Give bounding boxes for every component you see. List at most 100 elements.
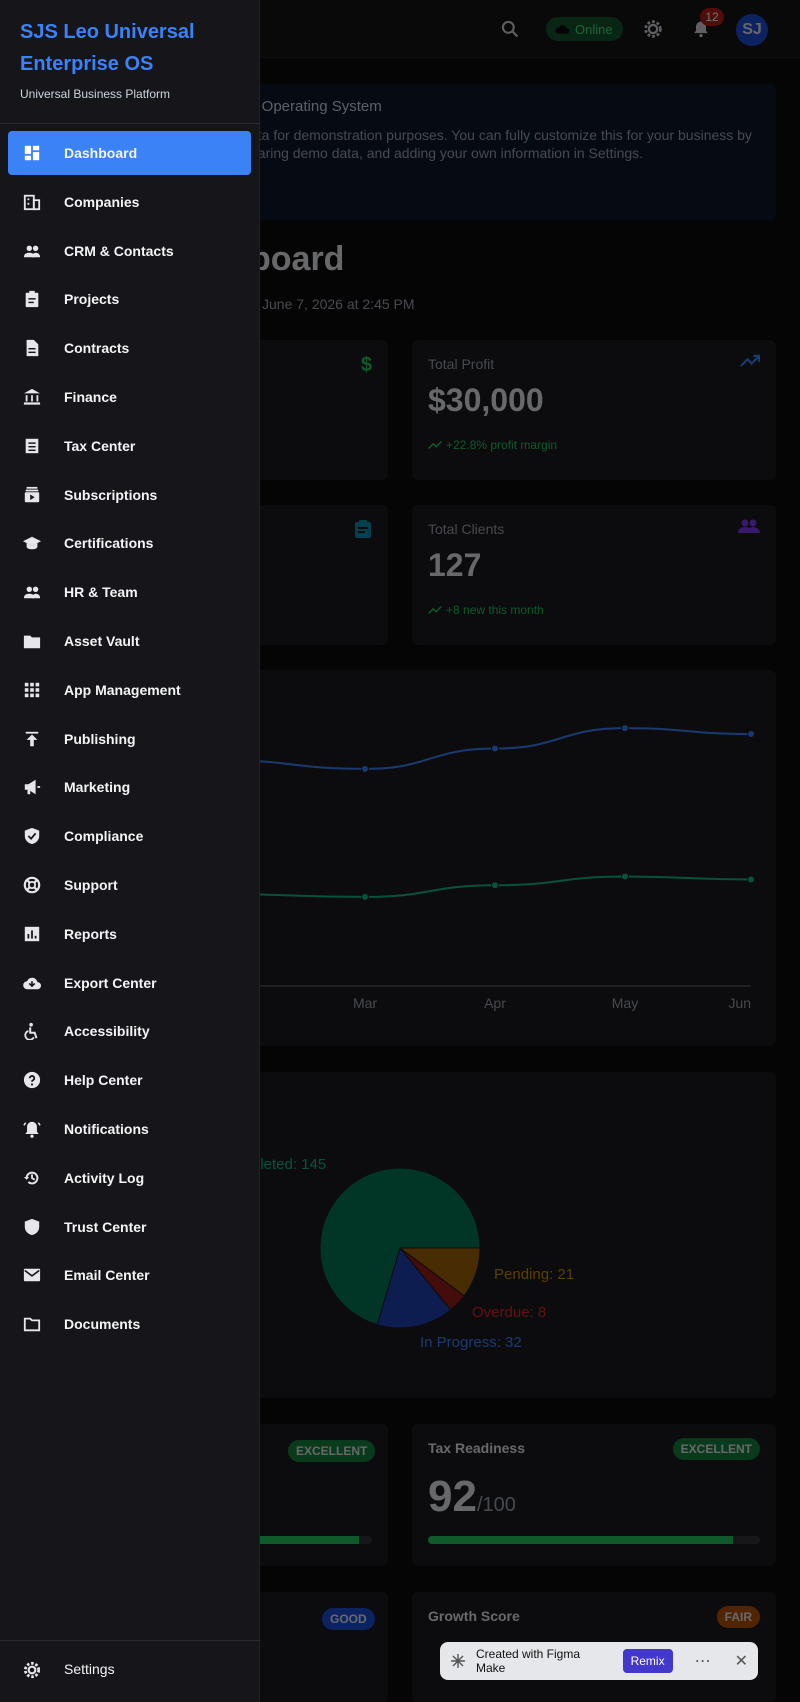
pie-label-overdue: Overdue: 8 xyxy=(472,1304,547,1321)
sidebar-item-reports[interactable]: Reports xyxy=(8,912,251,956)
sidebar-item-crm-contacts[interactable]: CRM & Contacts xyxy=(8,229,251,273)
mail-icon xyxy=(22,1265,42,1285)
series-line xyxy=(219,727,752,770)
sidebar-item-support[interactable]: Support xyxy=(8,863,251,907)
sidebar-item-finance[interactable]: Finance xyxy=(8,375,251,419)
data-point[interactable] xyxy=(747,730,755,738)
bell-icon xyxy=(22,1119,42,1139)
data-point[interactable] xyxy=(491,881,499,890)
sidebar-item-label: CRM & Contacts xyxy=(64,242,174,259)
pie-label-completed: pleted: 145 xyxy=(252,1156,327,1173)
sidebar-item-accessibility[interactable]: Accessibility xyxy=(8,1009,251,1053)
data-point[interactable] xyxy=(491,744,499,753)
card-value: $30,000 xyxy=(428,382,544,418)
document-icon xyxy=(22,338,42,358)
sidebar-item-hr-team[interactable]: HR & Team xyxy=(8,570,251,614)
sidebar-item-export-center[interactable]: Export Center xyxy=(8,961,251,1005)
sidebar-item-label: Contracts xyxy=(64,340,130,357)
sidebar-item-settings[interactable]: Settings xyxy=(8,1648,251,1692)
lifebuoy-icon xyxy=(22,875,42,895)
card-label: Tax Readiness xyxy=(428,1440,526,1456)
series-line xyxy=(219,875,752,898)
online-status-badge: Online xyxy=(546,17,623,41)
sidebar-item-publishing[interactable]: Publishing xyxy=(8,717,251,761)
clipboard-icon xyxy=(354,519,372,544)
brand-title[interactable]: SJS Leo Universal Enterprise OS xyxy=(20,21,195,75)
sidebar-item-label: Certifications xyxy=(64,535,154,552)
graduation-cap-icon xyxy=(22,533,42,553)
sidebar-item-app-management[interactable]: App Management xyxy=(8,668,251,712)
line-chart-svg: Mar Apr May Jun xyxy=(219,724,755,1011)
sidebar-item-trust-center[interactable]: Trust Center xyxy=(8,1205,251,1249)
sidebar-item-help-center[interactable]: Help Center xyxy=(8,1058,251,1102)
score-value: 92 xyxy=(428,1472,477,1521)
sidebar-item-contracts[interactable]: Contracts xyxy=(8,326,251,370)
data-point[interactable] xyxy=(747,875,755,884)
trending-up-icon xyxy=(428,605,442,615)
sidebar-item-label: Marketing xyxy=(64,779,131,796)
sidebar-item-activity-log[interactable]: Activity Log xyxy=(8,1156,251,1200)
sidebar-item-asset-vault[interactable]: Asset Vault xyxy=(8,619,251,663)
sidebar-item-label: Asset Vault xyxy=(64,632,140,649)
stat-card-total-profit: Total Profit $30,000 +22.8% profit margi… xyxy=(412,340,776,480)
banner-title: s Operating System xyxy=(250,98,382,115)
sidebar-item-label: Reports xyxy=(64,925,117,942)
accessibility-icon xyxy=(22,1021,42,1041)
x-tick-label: Jun xyxy=(728,995,751,1011)
sidebar-item-companies[interactable]: Companies xyxy=(8,180,251,224)
gear-icon xyxy=(22,1660,42,1685)
sidebar-item-email-center[interactable]: Email Center xyxy=(8,1253,251,1297)
sidebar-item-projects[interactable]: Projects xyxy=(8,277,251,321)
sidebar-item-notifications[interactable]: Notifications xyxy=(8,1107,251,1151)
sidebar-item-label: Subscriptions xyxy=(64,486,158,503)
sidebar-item-label: Email Center xyxy=(64,1267,150,1284)
status-badge: GOOD xyxy=(322,1608,375,1630)
sidebar-item-label: Dashboard xyxy=(64,145,138,161)
sidebar-item-certifications[interactable]: Certifications xyxy=(8,521,251,565)
sidebar-item-label: Compliance xyxy=(64,828,144,845)
sidebar-item-subscriptions[interactable]: Subscriptions xyxy=(8,473,251,517)
sidebar-item-label: Publishing xyxy=(64,730,136,747)
search-icon[interactable] xyxy=(495,14,525,44)
folder-icon xyxy=(22,631,42,651)
x-tick-label: Mar xyxy=(353,995,377,1011)
shield-check-icon xyxy=(22,826,42,846)
data-point[interactable] xyxy=(621,724,629,733)
card-value: 92/100 xyxy=(428,1472,516,1522)
close-icon[interactable]: ✕ xyxy=(734,1653,748,1670)
data-point[interactable] xyxy=(621,872,629,881)
sidebar-item-label: Trust Center xyxy=(64,1218,147,1235)
sidebar-item-documents[interactable]: Documents xyxy=(8,1302,251,1346)
sidebar-item-label: Finance xyxy=(64,388,117,405)
banner-text: ata for demonstration purposes. You can … xyxy=(250,127,752,161)
sidebar-item-label: Tax Center xyxy=(64,437,136,454)
drawer-divider xyxy=(0,123,260,124)
data-point[interactable] xyxy=(361,892,369,901)
apps-grid-icon xyxy=(22,680,42,700)
sidebar-item-dashboard[interactable]: Dashboard xyxy=(8,131,251,175)
gear-icon[interactable] xyxy=(638,14,668,44)
megaphone-icon xyxy=(22,777,42,797)
sidebar-item-label: Activity Log xyxy=(64,1169,145,1186)
sidebar-item-label: App Management xyxy=(64,681,181,698)
avatar[interactable]: SJ xyxy=(736,14,768,46)
help-icon xyxy=(22,1070,42,1090)
stat-card-total-clients: Total Clients 127 +8 new this month xyxy=(412,505,776,645)
remix-button[interactable]: Remix xyxy=(622,1649,673,1673)
trending-up-icon xyxy=(428,440,442,450)
pie-label-in-progress: In Progress: 32 xyxy=(420,1334,522,1351)
sidebar-item-label: Accessibility xyxy=(64,1023,150,1040)
more-icon[interactable]: ⋯ xyxy=(694,1653,711,1670)
publish-icon xyxy=(22,729,42,749)
sidebar-item-marketing[interactable]: Marketing xyxy=(8,765,251,809)
sidebar-item-tax-center[interactable]: Tax Center xyxy=(8,424,251,468)
sidebar-item-compliance[interactable]: Compliance xyxy=(8,814,251,858)
sidebar-item-label: Projects xyxy=(64,291,120,308)
sidebar-item-label: Notifications xyxy=(64,1120,149,1137)
status-badge: EXCELLENT xyxy=(288,1440,376,1462)
drawer-divider xyxy=(0,1640,260,1641)
sidebar-item-label: Settings xyxy=(64,1661,115,1677)
data-point[interactable] xyxy=(361,764,369,773)
sidebar-item-label: Documents xyxy=(64,1316,141,1333)
cloud-download-icon xyxy=(22,973,42,993)
